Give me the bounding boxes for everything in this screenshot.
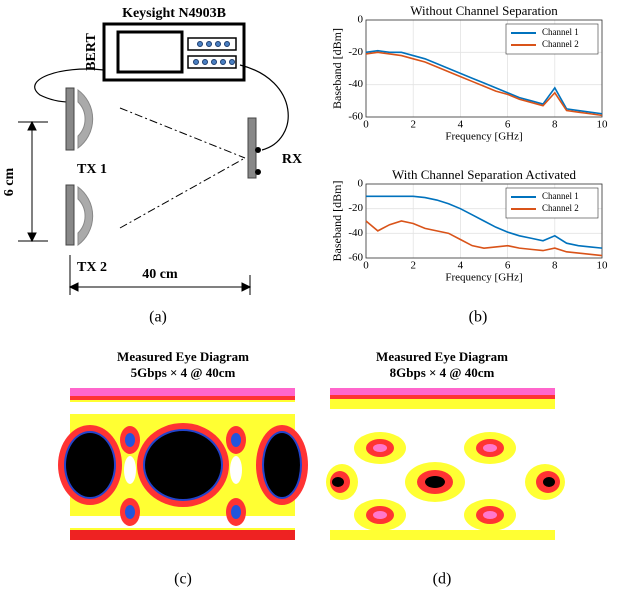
eye-subtitle: 5Gbps × 4 @ 40cm <box>131 365 236 380</box>
tx2-board <box>65 184 75 246</box>
x-tick-label: 8 <box>552 260 558 272</box>
x-tick-label: 8 <box>552 119 558 131</box>
x-axis-label: Frequency [GHz] <box>445 131 522 143</box>
bert-box <box>102 22 246 82</box>
bert-ports <box>187 55 237 69</box>
instrument-label: Keysight N4903B <box>122 6 226 21</box>
x-tick-label: 0 <box>363 119 369 131</box>
y-tick-label: -60 <box>348 111 363 123</box>
legend-label: Channel 1 <box>542 191 579 201</box>
rx-dot <box>255 169 261 175</box>
rx-board <box>247 117 257 179</box>
x-tick-label: 6 <box>505 260 511 272</box>
axes-box <box>365 19 603 118</box>
series-line <box>366 195 603 249</box>
y-tick-label: 0 <box>358 178 364 190</box>
x-tick-label: 6 <box>505 119 511 131</box>
tx1-label: TX 1 <box>77 162 107 177</box>
series-line <box>365 49 603 115</box>
legend-box <box>505 23 599 55</box>
cable <box>239 64 289 151</box>
height-label: 6 cm <box>2 167 17 196</box>
arrowheads <box>27 120 252 292</box>
legend-label: Channel 2 <box>542 203 579 213</box>
legend-box <box>505 187 599 219</box>
beam <box>119 107 246 229</box>
caption: (b) <box>469 309 488 326</box>
y-tick-label: 0 <box>358 14 364 26</box>
caption: (d) <box>433 571 452 588</box>
x-tick-label: 4 <box>458 119 464 131</box>
caption: (c) <box>174 571 192 588</box>
tx1-board <box>65 87 75 151</box>
distance-label: 40 cm <box>142 267 178 282</box>
tx2-mirror <box>77 186 94 246</box>
eye-diagram-8g <box>326 388 565 540</box>
bert-screen <box>116 30 184 74</box>
tx2-label: TX 2 <box>77 260 107 275</box>
eye-title: Measured Eye Diagram <box>117 349 249 364</box>
legend-label: Channel 1 <box>542 27 579 37</box>
caption: (a) <box>149 309 167 326</box>
rx-label: RX <box>282 152 302 167</box>
y-tick-label: -20 <box>348 202 363 214</box>
x-tick-label: 10 <box>597 119 609 131</box>
bert-label: BERT <box>84 33 99 71</box>
x-tick-label: 4 <box>458 260 464 272</box>
chart-title: Without Channel Separation <box>410 3 558 18</box>
series-line <box>365 220 603 257</box>
port-dots <box>193 41 235 65</box>
bert-ports <box>187 37 237 51</box>
x-tick-label: 10 <box>597 260 609 272</box>
y-axis-label: Baseband [dBm] <box>330 181 344 262</box>
x-tick-label: 2 <box>410 119 416 131</box>
series-line <box>365 51 603 117</box>
y-tick-label: -20 <box>348 46 363 58</box>
cable <box>34 68 105 103</box>
y-axis-label: Baseband [dBm] <box>330 28 344 109</box>
y-tick-label: -40 <box>348 227 363 239</box>
tx1-mirror <box>77 89 94 149</box>
chart-title: With Channel Separation Activated <box>392 167 576 182</box>
legend-label: Channel 2 <box>542 39 579 49</box>
x-tick-label: 2 <box>410 260 416 272</box>
y-tick-label: -60 <box>348 252 363 264</box>
setup-diagram <box>18 22 289 295</box>
x-tick-label: 0 <box>363 260 369 272</box>
eye-subtitle: 8Gbps × 4 @ 40cm <box>390 365 495 380</box>
eye-title: Measured Eye Diagram <box>376 349 508 364</box>
eye-diagram-5g <box>58 388 308 540</box>
rx-dot <box>255 147 261 153</box>
y-tick-label: -40 <box>348 78 363 90</box>
x-axis-label: Frequency [GHz] <box>445 272 522 284</box>
dimension <box>18 121 251 295</box>
